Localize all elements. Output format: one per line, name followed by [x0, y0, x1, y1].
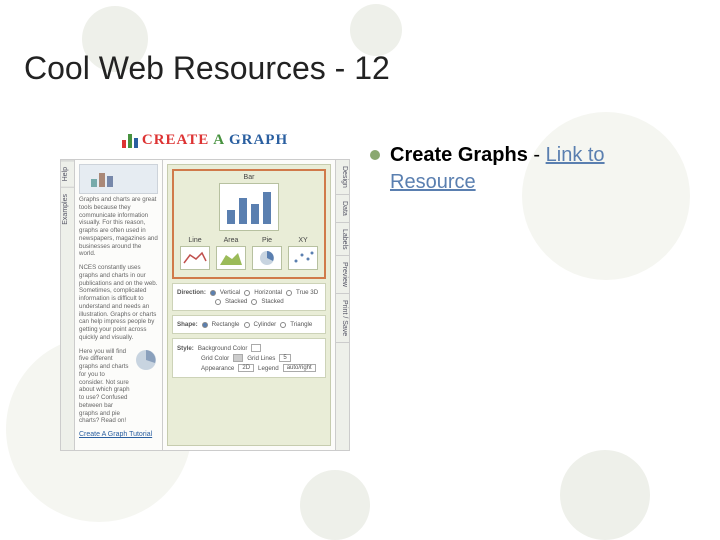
chart-label-area: Area: [216, 237, 246, 244]
radio-stacked1[interactable]: [215, 299, 221, 305]
logo-text: CREATE A GRAPH: [142, 132, 288, 149]
tab-print-save[interactable]: Print / Save: [336, 294, 349, 343]
direction-label: Direction:: [177, 289, 206, 296]
radio-triangle[interactable]: [280, 322, 286, 328]
tab-design[interactable]: Design: [336, 160, 349, 195]
radio-horizontal[interactable]: [244, 290, 250, 296]
style-label: Style:: [177, 345, 194, 352]
shape-options: Shape: Rectangle Cylinder Triangle: [172, 315, 326, 334]
area-chart-option[interactable]: [216, 246, 246, 270]
logo-bars-icon: [122, 134, 138, 148]
tab-preview[interactable]: Preview: [336, 256, 349, 294]
bullet-bold-text: Create Graphs: [390, 144, 528, 166]
app-panel: Help Examples Graphs and charts are grea…: [60, 159, 350, 451]
direction-options: Direction: Vertical Horizontal True 3D S…: [172, 283, 326, 311]
info-text-3: Here you will find five different graphs…: [79, 348, 131, 426]
app-logo: CREATE A GRAPH: [60, 132, 350, 149]
bg-color-swatch[interactable]: [251, 344, 261, 352]
radio-true3d[interactable]: [286, 290, 292, 296]
gridlines-select[interactable]: 5: [279, 354, 290, 362]
bar-chart-preview[interactable]: [219, 183, 279, 231]
thumbnail-icon: [79, 164, 158, 194]
bullet-column: Create Graphs - Link to Resource: [370, 132, 690, 451]
chart-label-line: Line: [180, 237, 210, 244]
legend-select[interactable]: auto/right: [283, 364, 316, 372]
tab-examples[interactable]: Examples: [61, 187, 74, 231]
radio-rectangle[interactable]: [202, 322, 208, 328]
tutorial-link[interactable]: Create A Graph Tutorial: [79, 431, 152, 438]
line-chart-option[interactable]: [180, 246, 210, 270]
radio-cylinder[interactable]: [244, 322, 250, 328]
chart-label-pie: Pie: [252, 237, 282, 244]
pie-icon: [134, 348, 158, 372]
style-options: Style: Background Color Grid Color Grid …: [172, 338, 326, 378]
info-text-1: Graphs and charts are great tools becaus…: [79, 196, 158, 258]
right-tab-strip: Design Data Labels Preview Print / Save: [335, 160, 349, 450]
radio-vertical[interactable]: [210, 290, 216, 296]
appearance-select[interactable]: 2D: [238, 364, 254, 372]
shape-label: Shape:: [177, 321, 198, 328]
page-title: Cool Web Resources - 12: [24, 50, 390, 87]
grid-color-swatch[interactable]: [233, 354, 243, 362]
content-row: CREATE A GRAPH Help Examples Graphs and …: [60, 132, 690, 451]
screenshot-column: CREATE A GRAPH Help Examples Graphs and …: [60, 132, 350, 451]
left-tab-strip: Help Examples: [61, 160, 75, 450]
pie-chart-option[interactable]: [252, 246, 282, 270]
bullet-item: Create Graphs - Link to Resource: [370, 142, 690, 196]
left-info-column: Graphs and charts are great tools becaus…: [75, 160, 163, 450]
tab-labels[interactable]: Labels: [336, 223, 349, 257]
design-panel: Bar Line Area Pie: [167, 164, 331, 446]
chart-label-xy: XY: [288, 237, 318, 244]
bullet-dash: -: [528, 144, 546, 166]
bullet-dot-icon: [370, 150, 380, 160]
radio-stacked2[interactable]: [251, 299, 257, 305]
tab-data[interactable]: Data: [336, 195, 349, 223]
info-text-2: NCES constantly uses graphs and charts i…: [79, 264, 158, 342]
xy-chart-option[interactable]: [288, 246, 318, 270]
chart-label-bar: Bar: [177, 174, 321, 181]
tab-help[interactable]: Help: [61, 160, 74, 187]
